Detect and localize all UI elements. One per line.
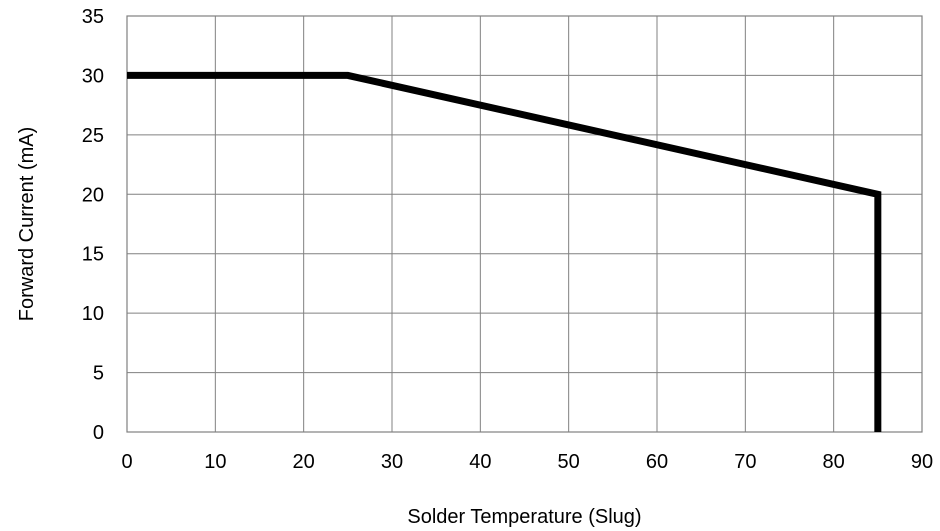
y-tick-label: 5: [93, 363, 104, 385]
y-tick-label: 20: [82, 184, 104, 206]
y-tick-label: 10: [82, 303, 104, 325]
x-tick-label: 40: [469, 451, 491, 473]
x-tick-label: 70: [734, 451, 756, 473]
x-axis-tick-labels: 0 10 20 30 40 50 60 70 80 90: [121, 451, 933, 473]
series-layer: [127, 71, 882, 432]
x-tick-label: 0: [121, 451, 132, 473]
y-tick-label: 35: [82, 6, 104, 28]
x-tick-label: 90: [911, 451, 933, 473]
y-tick-label: 0: [93, 422, 104, 444]
series-line: [127, 71, 882, 432]
y-axis-tick-labels: 0 5 10 15 20 25 30 35: [82, 6, 104, 444]
y-tick-label: 15: [82, 244, 104, 266]
y-tick-label: 30: [82, 65, 104, 87]
x-axis-label: Solder Temperature (Slug): [407, 506, 641, 528]
y-axis-label: Forward Current (mA): [16, 127, 38, 321]
x-tick-label: 50: [558, 451, 580, 473]
plot-frame: [126, 15, 923, 433]
y-tick-label: 25: [82, 125, 104, 147]
x-tick-label: 60: [646, 451, 668, 473]
x-tick-label: 30: [381, 451, 403, 473]
x-tick-label: 10: [204, 451, 226, 473]
x-tick-label: 80: [823, 451, 845, 473]
x-tick-label: 20: [293, 451, 315, 473]
